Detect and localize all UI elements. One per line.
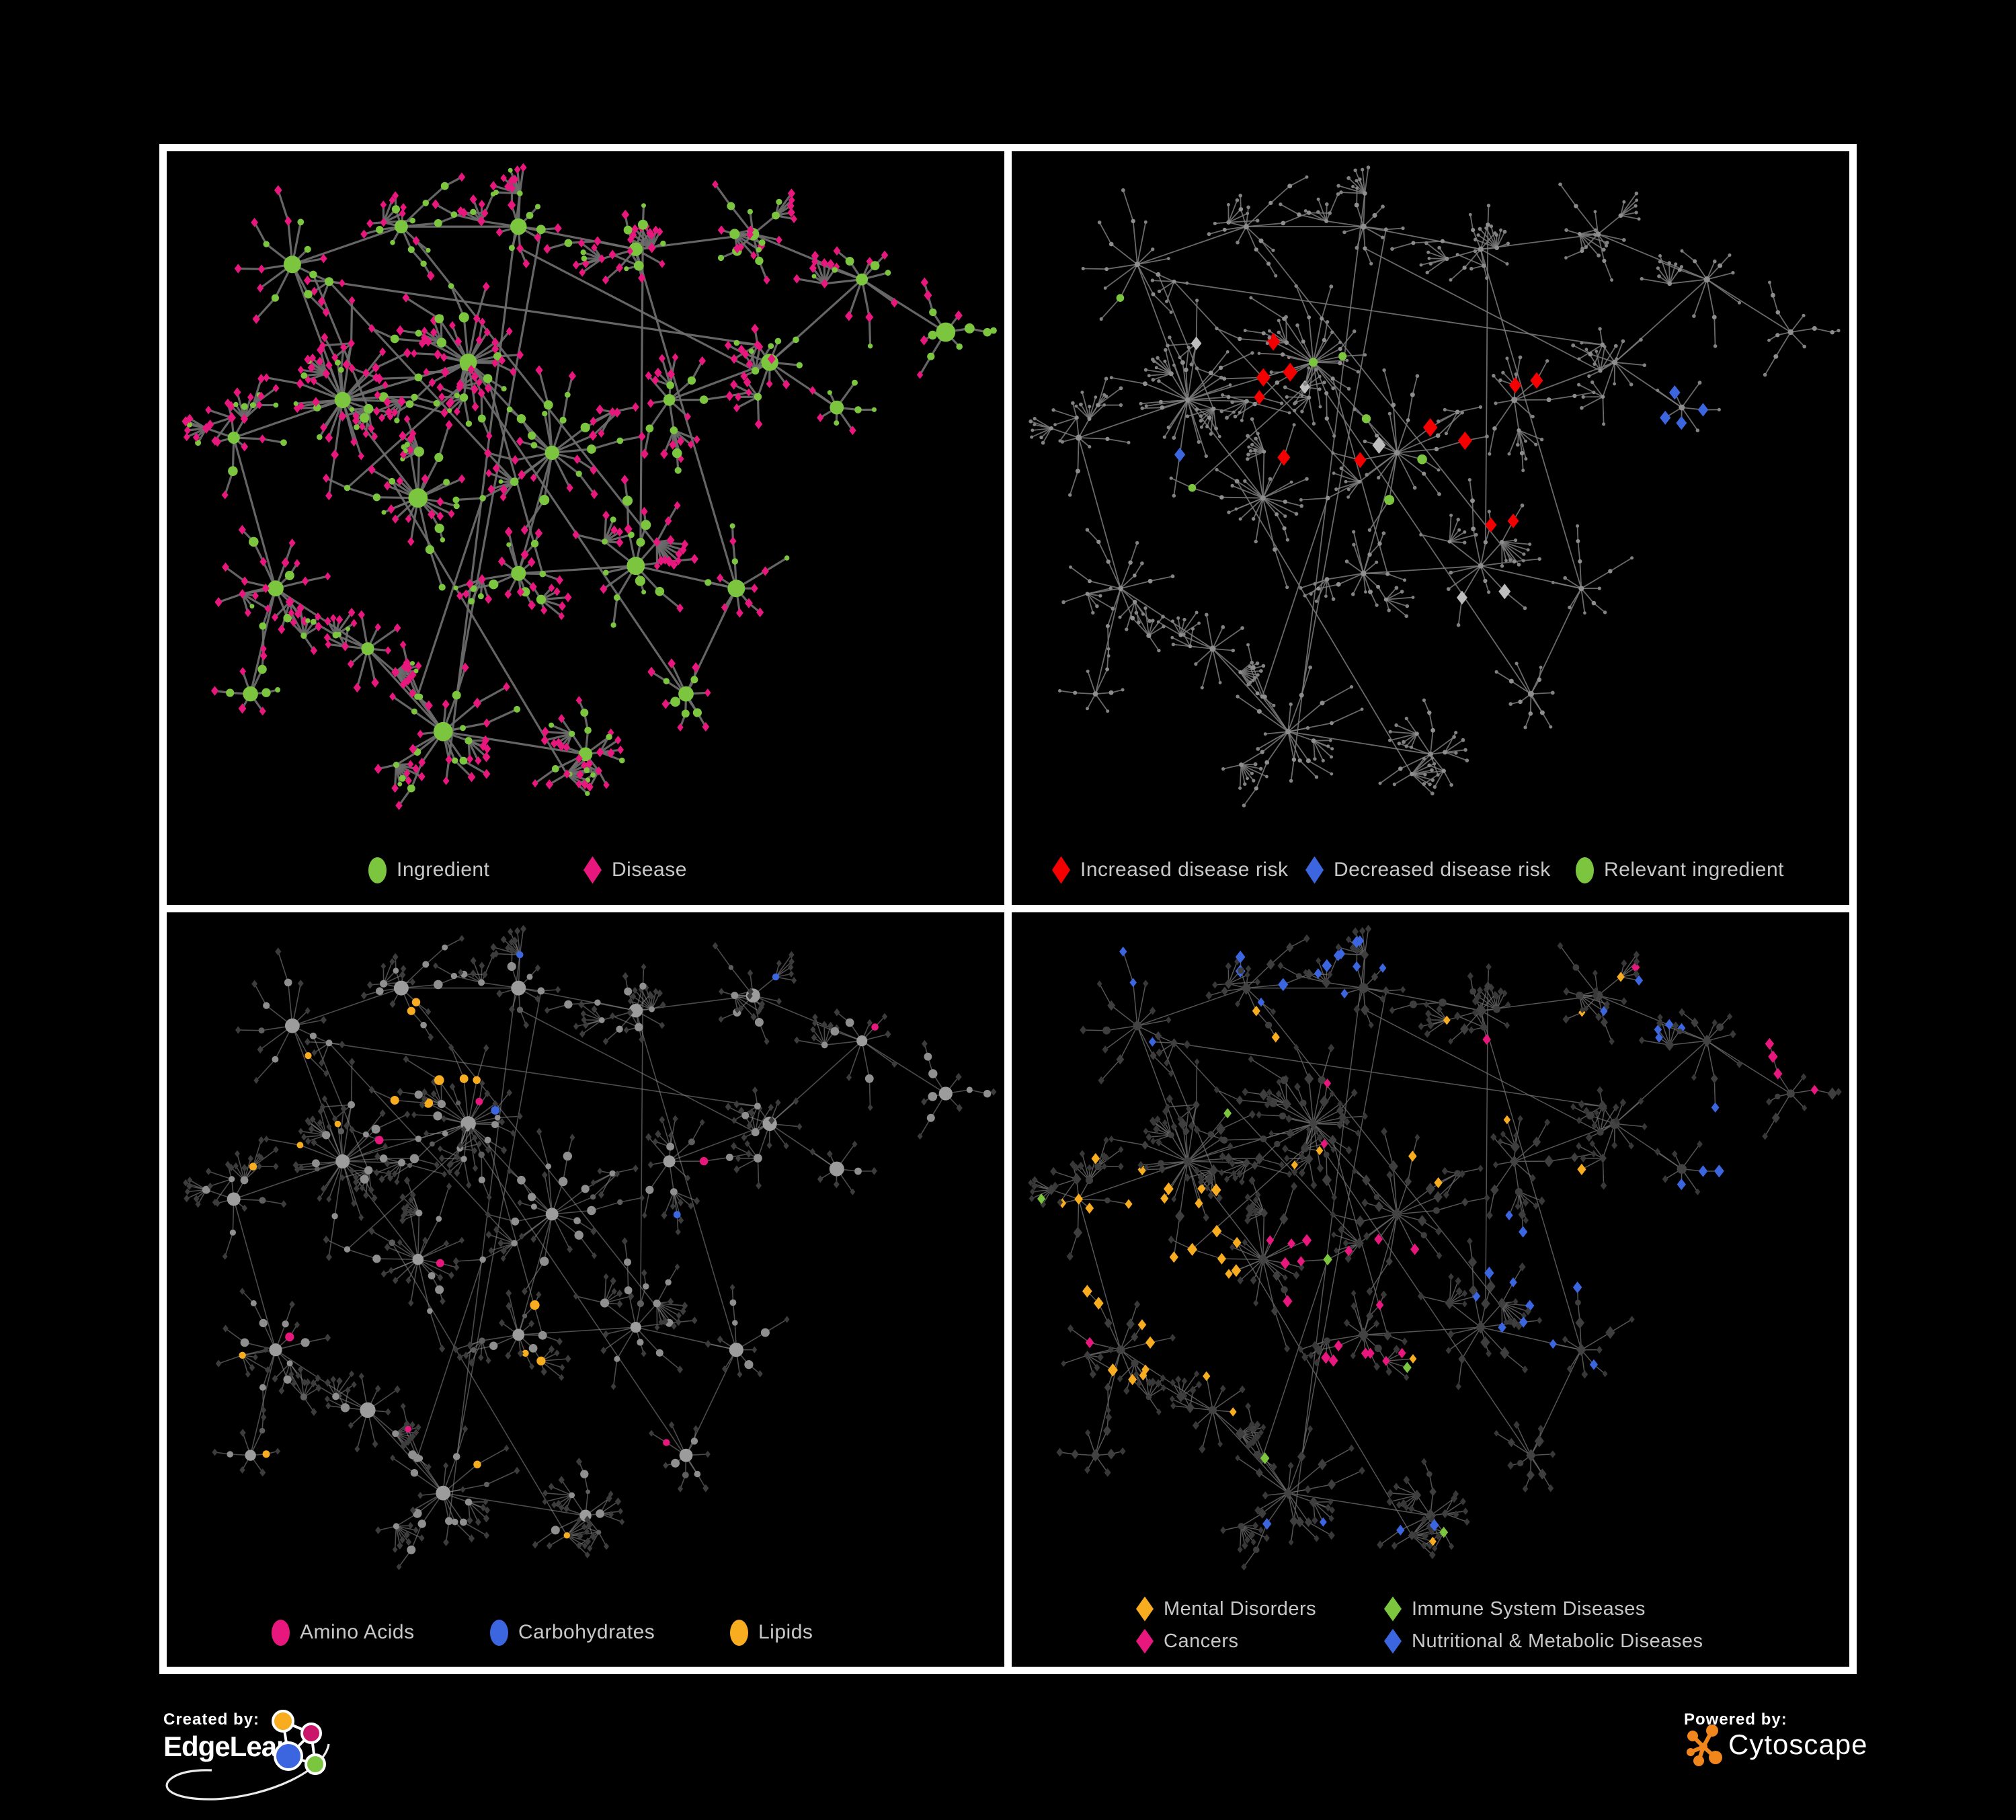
network-ingredient-disease [182,163,997,810]
panel-disease-risk: Increased disease risk Decreased disease … [1004,144,1857,912]
edgeleap-network-icon [272,1710,326,1775]
cytoscape-branding: Powered by: Cytoscape [1684,1710,1993,1818]
edgeleap-swoosh [165,1743,330,1801]
network-disease-risk [1029,165,1841,807]
panel-nutrient-classes: Amino Acids Carbohydrates Lipids [159,905,1012,1674]
panel-disease-classes: Mental Disorders Immune System Diseases Ca… [1004,905,1857,1674]
cytoscape-icon [1687,1725,1722,1766]
network-nutrient-classes [183,924,997,1571]
created-by-label: Created by: [163,1710,260,1729]
powered-by-label: Powered by: [1684,1710,1787,1729]
cytoscape-wordmark: Cytoscape [1728,1729,1868,1760]
edgeleap-wordmark: EdgeLeap [163,1731,294,1762]
panel-ingredient-disease: Ingredient Disease [159,144,1012,912]
edgeleap-branding: Created by: EdgeLeap [163,1710,580,1818]
network-disease-classes [1028,924,1842,1571]
